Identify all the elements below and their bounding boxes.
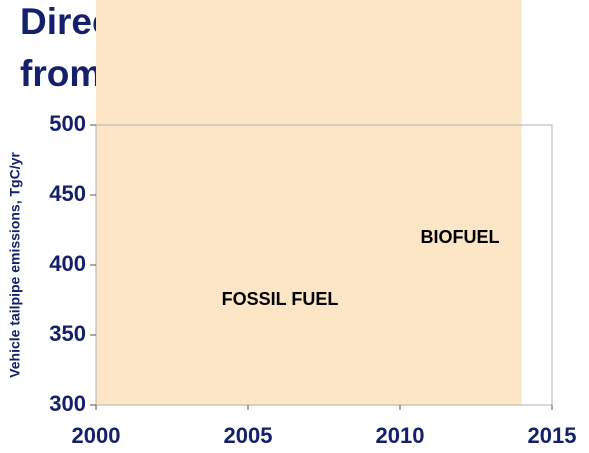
x-tick-label: 2010 [376, 423, 425, 448]
y-tick-label: 400 [49, 251, 86, 276]
y-tick-label: 500 [49, 111, 86, 136]
series-label: BIOFUEL [421, 227, 500, 247]
y-tick-label: 350 [49, 321, 86, 346]
x-tick-label: 2005 [224, 423, 273, 448]
x-tick-label: 2000 [72, 423, 121, 448]
plot-area [95, 0, 553, 406]
y-tick-label: 450 [49, 181, 86, 206]
area [96, 0, 522, 405]
y-axis-label: Vehicle tailpipe emissions, TgC/yr [7, 152, 23, 378]
series-label: FOSSIL FUEL [222, 289, 339, 309]
y-tick-label: 300 [49, 391, 86, 416]
x-tick-label: 2015 [528, 423, 577, 448]
